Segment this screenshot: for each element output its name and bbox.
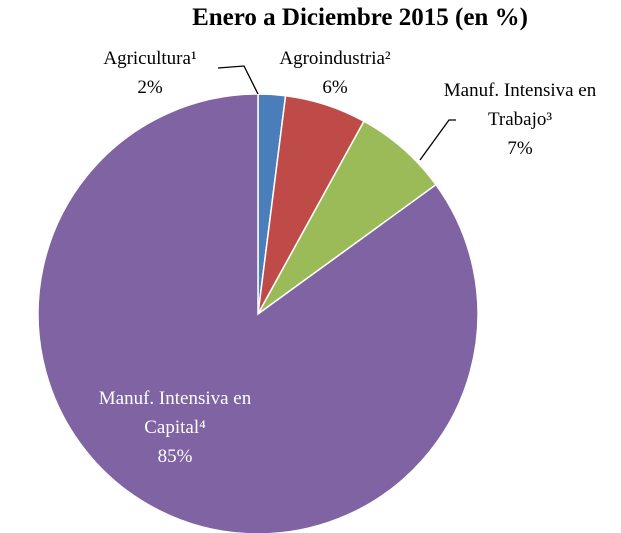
slice-label: Agroindustria² 6% xyxy=(250,44,420,102)
slice-label: Agricultura¹ 2% xyxy=(75,44,225,102)
value-label: 85% xyxy=(157,446,193,467)
slice-label: Manuf. Intensiva en Trabajo³ 7% xyxy=(430,76,610,163)
value-label: 7% xyxy=(507,138,533,159)
slice-label: Manuf. Intensiva en Capital⁴ 85% xyxy=(70,384,280,471)
leader-line xyxy=(419,119,456,161)
category-label: Manuf. Intensiva en Capital⁴ xyxy=(98,388,252,438)
pie-slice xyxy=(37,93,479,533)
category-label: Manuf. Intensiva en Trabajo³ xyxy=(443,80,597,130)
chart-title: Enero a Diciembre 2015 (en %) xyxy=(192,4,528,31)
leader-line xyxy=(217,65,259,95)
category-label: Agroindustria² xyxy=(279,48,391,69)
value-label: 2% xyxy=(137,77,163,98)
value-label: 6% xyxy=(322,77,348,98)
category-label: Agricultura¹ xyxy=(103,48,197,69)
